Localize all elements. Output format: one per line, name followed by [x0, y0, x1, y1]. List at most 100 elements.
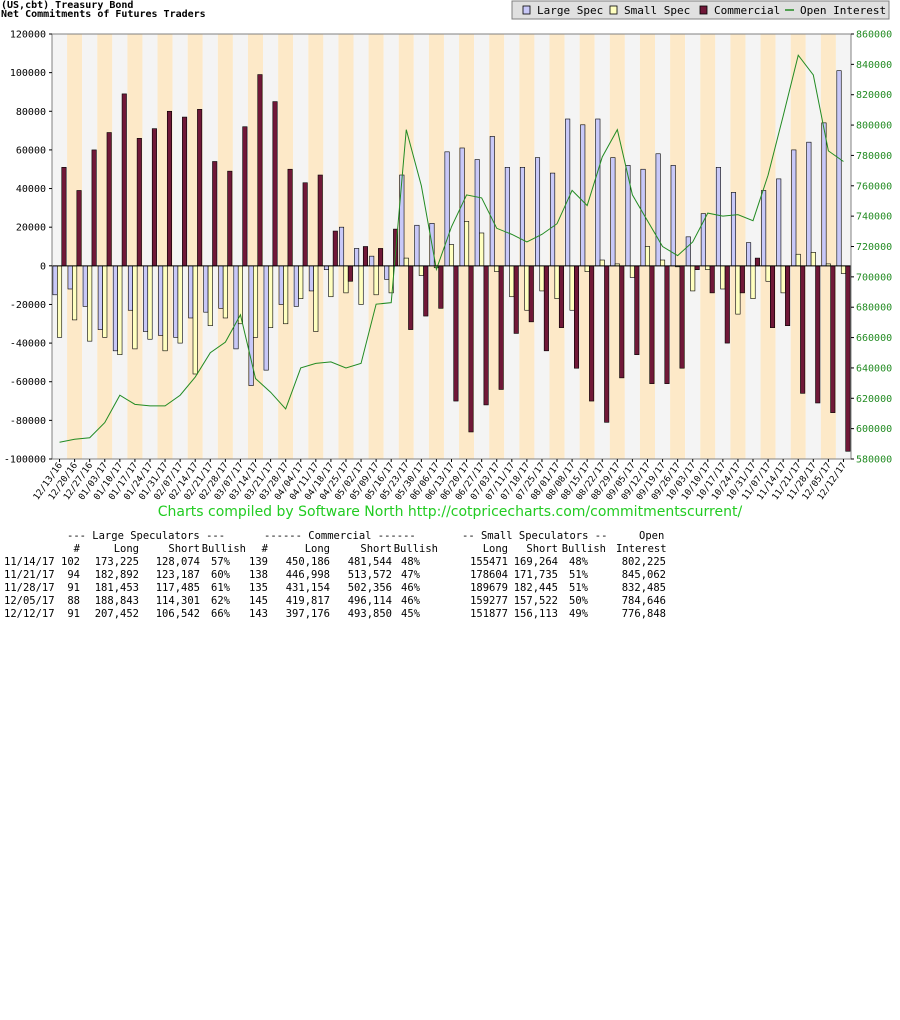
commercial-bar [664, 265, 670, 384]
week-stripe [82, 34, 98, 459]
small-spec-bar [192, 265, 198, 375]
large-spec-bar [384, 265, 390, 280]
large-spec-bar [82, 265, 88, 307]
header-c-short: Short [360, 543, 392, 555]
ls-long: 188,843 [94, 595, 139, 607]
row-date: 11/28/17 [4, 582, 55, 594]
ls-bullish: 66% [211, 608, 230, 620]
large-spec-bar [565, 118, 571, 267]
header-ss-bullish: Bullish [561, 543, 606, 555]
small-spec-bar [207, 265, 213, 327]
week-stripe [504, 34, 520, 459]
small-spec-bar [584, 265, 590, 272]
commercial-bar [287, 168, 293, 267]
right-tick-label: 700000 [856, 272, 892, 283]
c-short: 496,114 [347, 595, 392, 607]
header-c-count: # [261, 543, 268, 555]
legend-swatch [522, 5, 531, 15]
large-spec-bar [263, 265, 269, 371]
large-spec-bar [821, 122, 827, 267]
small-spec-bar [705, 265, 711, 270]
left-tick-label: 40000 [16, 184, 46, 195]
small-spec-bar [102, 265, 108, 338]
commercial-bar [739, 265, 745, 294]
week-stripe [685, 34, 701, 459]
right-tick-label: 780000 [856, 151, 892, 162]
ls-bullish: 62% [211, 595, 230, 607]
week-stripe [368, 34, 384, 459]
ls-short: 114,301 [155, 595, 200, 607]
large-spec-bar [203, 265, 209, 313]
ss-short: 171,735 [513, 569, 558, 581]
large-spec-bar [534, 157, 541, 267]
small-spec-bar [629, 265, 635, 278]
commercial-bar [558, 265, 564, 328]
large-spec-bar [67, 265, 73, 290]
bar-marks [52, 70, 851, 452]
large-spec-bar [836, 70, 842, 267]
commercial-bar [619, 265, 625, 379]
chart-subtitle: Net Commitments of Futures Traders [1, 9, 206, 20]
commercial-bar [574, 265, 580, 369]
chart-title: (US,cbt) Treasury Bond [1, 0, 134, 11]
ss-bullish: 48% [569, 556, 588, 568]
right-tick-label: 840000 [856, 60, 892, 71]
legend-swatch [609, 5, 618, 15]
large-spec-bar [308, 265, 314, 292]
small-spec-bar [780, 265, 786, 294]
legend: Large Spec Small Spec Commercial Open Inter… [511, 0, 890, 20]
small-spec-bar [253, 265, 259, 338]
left-tick-label: -40000 [10, 339, 46, 350]
right-tick-label: 680000 [856, 303, 892, 314]
large-spec-bar [655, 153, 661, 267]
ls-count: 94 [67, 569, 80, 581]
right-tick-label: 760000 [856, 181, 892, 192]
large-spec-bar [474, 159, 480, 267]
ss-long: 178604 [470, 569, 508, 581]
large-spec-bar [776, 178, 782, 267]
ls-long: 207,452 [94, 608, 139, 620]
small-spec-bar [479, 232, 485, 267]
commercial-bar [724, 265, 730, 344]
large-spec-bar [414, 224, 420, 267]
commercial-bar [61, 167, 67, 267]
small-spec-bar [509, 265, 515, 298]
commercial-bar [423, 265, 429, 317]
commercial-bar [634, 265, 640, 355]
open-interest: 845,062 [621, 569, 666, 581]
commercial-bar [302, 182, 308, 267]
week-stripe [715, 34, 731, 459]
credit-line: Charts compiled by Software North http:/… [157, 504, 743, 520]
large-spec-bar [173, 265, 179, 338]
small-spec-bar [298, 265, 304, 299]
commercial-bar [785, 265, 791, 327]
header-ls-bullish: Bullish [201, 543, 246, 555]
large-spec-bar [278, 265, 284, 305]
week-stripe [398, 34, 414, 459]
commercial-bar [408, 265, 414, 330]
large-spec-bar [489, 136, 495, 267]
commercial-bar [815, 265, 821, 404]
large-spec-bar [550, 172, 556, 267]
small-spec-bar [599, 259, 605, 267]
small-spec-bar [358, 265, 364, 305]
commercial-bar [845, 265, 851, 452]
commercial-bar [528, 265, 534, 323]
ss-short: 182,445 [513, 582, 558, 594]
large-spec-bar [806, 141, 812, 267]
right-tick-label: 600000 [856, 424, 892, 435]
right-tick-label: 740000 [856, 212, 892, 223]
ls-count: 88 [67, 595, 80, 607]
large-spec-bar [158, 265, 164, 336]
week-stripe [775, 34, 791, 459]
ss-long: 159277 [470, 595, 508, 607]
legend-label: Large Spec [537, 4, 603, 17]
commercial-bar [589, 265, 595, 402]
large-spec-bar [761, 190, 767, 267]
large-spec-bar [323, 265, 329, 270]
large-spec-bar [52, 265, 58, 296]
c-bullish: 45% [401, 608, 420, 620]
small-spec-bar [735, 265, 741, 315]
large-spec-bar [504, 167, 510, 267]
left-tick-label: -60000 [10, 377, 46, 388]
